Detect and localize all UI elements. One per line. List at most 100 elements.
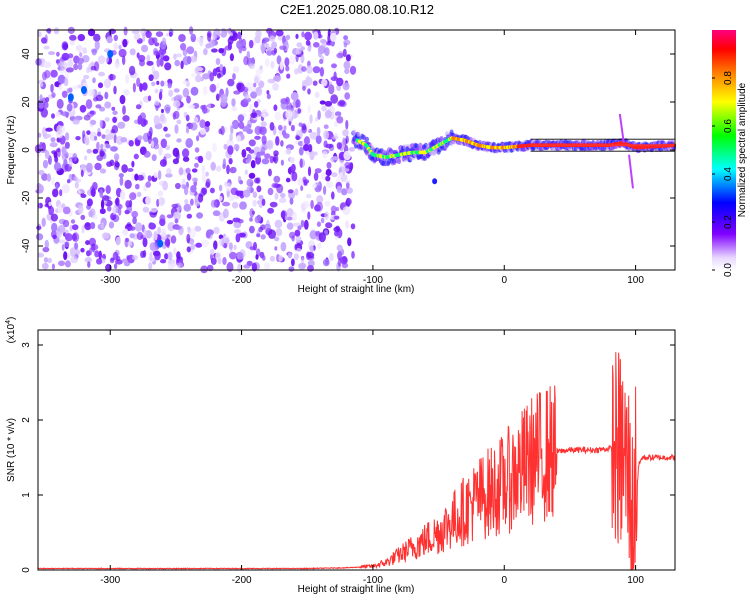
noise-blob [62,206,71,215]
noise-blob [299,158,303,169]
noise-blob [56,51,60,57]
noise-blob [103,78,112,89]
noise-blob [220,125,225,136]
noise-blob [307,166,312,177]
noise-blob [117,204,123,210]
noise-blob [229,251,237,260]
noise-blob [343,60,351,70]
noise-blob [278,124,283,131]
noise-blob [160,138,167,149]
noise-blob [313,31,319,40]
noise-blob [347,198,352,205]
noise-blob [309,114,313,124]
noise-blob [72,85,79,90]
noise-blob [72,235,78,241]
noise-blob [162,180,169,191]
noise-blob [209,72,215,82]
noise-blob [135,104,142,110]
noise-blob [250,112,258,118]
noise-blob [112,116,117,123]
noise-blob [251,262,258,272]
noise-blob [164,62,172,71]
noise-blob [185,126,190,134]
noise-blob [120,137,128,143]
signal-halo [352,129,357,135]
noise-blob [343,42,348,48]
noise-blob [294,229,301,237]
noise-blob [300,46,306,51]
noise-blob [205,178,211,188]
noise-blob [100,222,105,229]
noise-blob [314,151,318,156]
noise-blob [274,219,283,229]
noise-blob [180,60,184,70]
noise-blob [77,189,81,196]
noise-blob [176,119,182,125]
noise-blob [295,98,301,109]
noise-blob [287,252,292,259]
noise-blob [288,266,295,272]
noise-blob [289,156,296,164]
noise-blob [100,143,104,150]
noise-blob [125,237,130,243]
noise-blob [96,258,103,265]
colorbar-tick-label: 0.4 [723,167,734,181]
noise-blob [336,52,344,59]
noise-blob [50,137,56,143]
noise-blob [45,127,53,132]
colorbar-tick-label: 0.8 [723,71,734,85]
noise-blob [57,74,66,85]
noise-blob [111,106,116,111]
noise-blob [66,103,73,112]
noise-blob [202,104,208,115]
noise-blob [264,153,271,159]
noise-blob [99,106,106,112]
noise-blob [126,255,130,261]
noise-blob [291,171,298,182]
noise-blob [86,66,90,74]
noise-blob [295,33,299,40]
noise-blob [218,195,223,202]
noise-blob [338,99,346,106]
noise-blob [87,261,91,268]
noise-blob [342,137,346,147]
noise-blob [340,162,346,167]
noise-blob [167,251,173,261]
noise-blob [303,181,308,186]
noise-blob [104,117,110,122]
noise-blob [185,114,190,122]
noise-blob [315,117,319,122]
noise-blob [108,221,115,229]
noise-blob [239,180,244,185]
noise-blob [315,135,322,145]
noise-blob [128,65,136,76]
noise-blob [230,125,234,135]
noise-blob [285,177,291,183]
noise-blob [286,147,292,155]
noise-blob [201,165,206,175]
noise-blob [222,66,226,76]
noise-blob [248,63,255,69]
noise-blob [41,37,47,44]
noise-blob [90,222,96,230]
noise-blob [151,154,157,162]
noise-blob [305,40,311,46]
noise-blob [58,84,63,91]
noise-blob [331,172,338,178]
noise-blob [168,89,174,97]
noise-blob [209,187,215,194]
noise-blob [344,220,350,229]
signal-track [351,113,677,189]
noise-blob [280,100,288,110]
noise-blob [289,231,296,239]
y-tick-label: 0 [21,147,32,153]
noise-blob [124,179,132,189]
noise-blob [285,65,290,72]
noise-blob [309,245,315,253]
noise-blob [204,121,211,127]
noise-blob [315,185,322,193]
noise-blob [205,150,212,161]
noise-blob [313,42,320,48]
noise-blob [209,83,217,93]
noise-blob [104,91,109,100]
